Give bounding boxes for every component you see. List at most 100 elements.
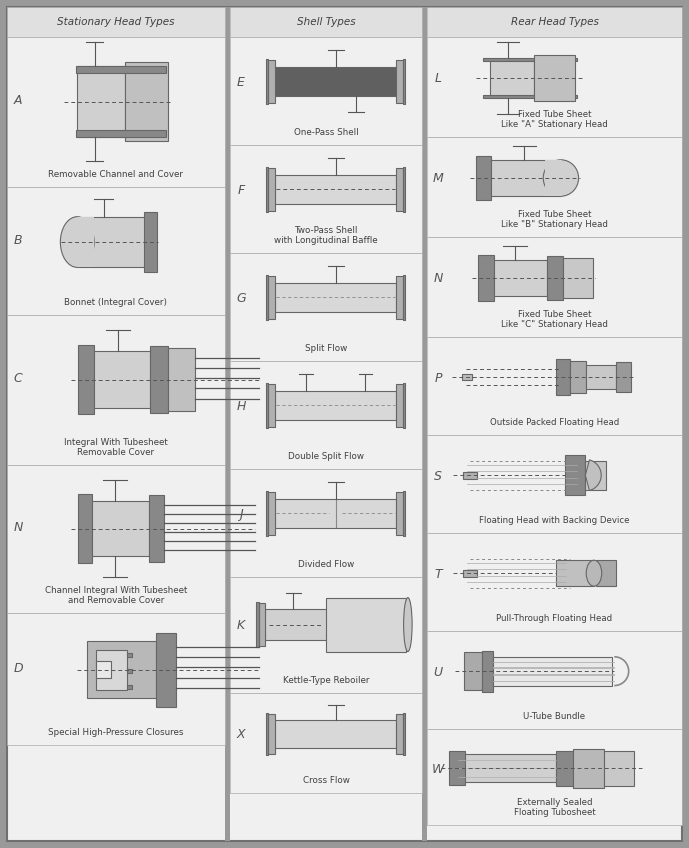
Bar xyxy=(7,7,225,37)
Bar xyxy=(565,455,586,495)
Text: W: W xyxy=(432,763,444,776)
Text: B: B xyxy=(14,234,22,248)
Ellipse shape xyxy=(543,159,579,196)
Bar xyxy=(92,501,149,556)
Bar xyxy=(564,258,593,298)
Bar xyxy=(396,168,403,210)
Bar xyxy=(230,145,422,253)
Text: C: C xyxy=(14,371,22,384)
Text: U: U xyxy=(433,666,442,678)
Bar xyxy=(482,650,493,692)
Bar xyxy=(127,684,132,689)
Bar xyxy=(125,62,168,141)
Bar xyxy=(275,720,396,748)
Bar xyxy=(275,391,396,420)
Bar xyxy=(396,492,403,535)
Bar xyxy=(7,315,225,465)
Bar xyxy=(427,137,682,237)
Bar xyxy=(604,750,634,786)
Text: Stationary Head Types: Stationary Head Types xyxy=(57,17,175,27)
Bar xyxy=(230,577,422,693)
Bar xyxy=(268,384,275,427)
Bar xyxy=(491,61,535,95)
Text: E: E xyxy=(237,75,245,89)
Text: Floating Head with Backing Device: Floating Head with Backing Device xyxy=(480,516,630,525)
Bar xyxy=(422,7,427,841)
Bar xyxy=(403,275,405,320)
Text: K: K xyxy=(237,619,245,633)
Bar xyxy=(230,7,422,37)
Bar xyxy=(96,650,127,689)
Ellipse shape xyxy=(61,217,94,267)
Text: Split Flow: Split Flow xyxy=(305,344,347,353)
Ellipse shape xyxy=(586,561,601,586)
Bar xyxy=(275,66,396,96)
Bar xyxy=(547,256,564,300)
Text: Removable Channel and Cover: Removable Channel and Cover xyxy=(48,170,183,179)
Text: D: D xyxy=(13,662,23,675)
Bar xyxy=(427,435,682,533)
Bar xyxy=(556,750,573,786)
Bar xyxy=(259,603,265,646)
Bar xyxy=(396,714,403,754)
Bar xyxy=(570,361,586,393)
Bar xyxy=(96,661,111,678)
Text: T: T xyxy=(434,567,442,581)
Bar xyxy=(427,37,682,137)
Bar xyxy=(268,714,275,754)
Bar xyxy=(230,693,422,793)
Bar xyxy=(573,749,604,788)
Bar xyxy=(396,384,403,427)
Bar xyxy=(76,66,166,73)
Bar xyxy=(427,533,682,631)
Bar xyxy=(463,570,477,577)
Bar xyxy=(127,653,132,657)
Bar xyxy=(144,212,157,272)
Bar xyxy=(535,55,575,101)
Text: Fixed Tube Sheet
Like "B" Stationary Head: Fixed Tube Sheet Like "B" Stationary Hea… xyxy=(501,209,608,229)
Bar xyxy=(7,465,225,613)
Text: M: M xyxy=(433,172,444,186)
Text: X: X xyxy=(237,728,245,741)
Bar xyxy=(396,276,403,319)
Text: Double Split Flow: Double Split Flow xyxy=(288,452,364,461)
Bar xyxy=(7,187,225,315)
Bar xyxy=(275,499,396,528)
Bar xyxy=(266,713,268,755)
Text: Rear Head Types: Rear Head Types xyxy=(511,17,599,27)
Bar xyxy=(150,346,167,413)
Bar xyxy=(491,159,561,196)
Text: Kettle-Type Reboiler: Kettle-Type Reboiler xyxy=(282,676,369,685)
Bar xyxy=(403,491,405,536)
Bar xyxy=(77,66,125,137)
Bar xyxy=(483,58,577,61)
Bar xyxy=(427,237,682,337)
Text: Cross Flow: Cross Flow xyxy=(302,776,349,785)
Bar xyxy=(127,668,132,673)
Bar xyxy=(449,751,465,785)
Bar xyxy=(167,348,194,411)
Text: Two-Pass Shell
with Longitudinal Baffle: Two-Pass Shell with Longitudinal Baffle xyxy=(274,226,378,245)
Text: Integral With Tubesheet
Removable Cover: Integral With Tubesheet Removable Cover xyxy=(64,438,168,457)
Text: Channel Integral With Tubesheet
and Removable Cover: Channel Integral With Tubesheet and Remo… xyxy=(45,586,187,605)
Bar xyxy=(483,95,577,98)
Bar xyxy=(464,652,482,690)
Bar xyxy=(403,713,405,755)
Text: Bonnet (Integral Cover): Bonnet (Integral Cover) xyxy=(65,298,167,307)
Bar xyxy=(78,344,94,415)
Bar xyxy=(230,37,422,145)
Text: A: A xyxy=(14,93,22,107)
Text: Outside Packed Floating Head: Outside Packed Floating Head xyxy=(490,418,619,427)
Bar xyxy=(7,613,225,745)
Text: N: N xyxy=(13,521,23,533)
Bar xyxy=(403,59,405,103)
Bar xyxy=(266,491,268,536)
Wedge shape xyxy=(586,460,601,490)
Bar xyxy=(616,362,631,393)
Bar xyxy=(268,60,275,103)
Bar xyxy=(427,7,682,37)
Text: J: J xyxy=(239,508,243,521)
Bar xyxy=(476,156,491,200)
Bar xyxy=(78,494,92,563)
Text: G: G xyxy=(236,292,246,305)
